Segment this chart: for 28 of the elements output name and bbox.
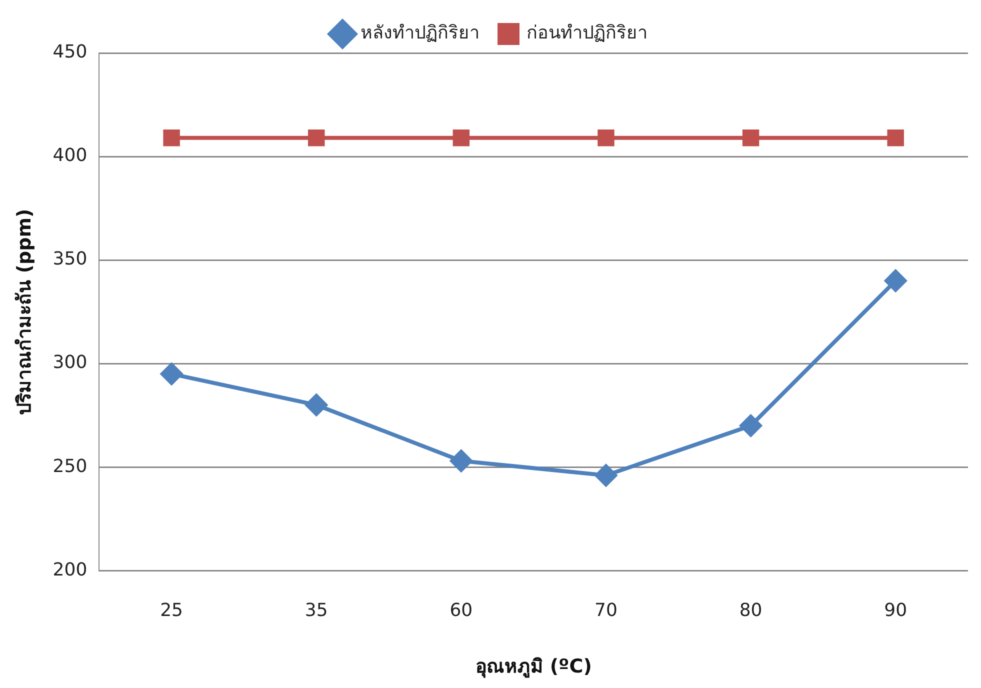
point [884, 270, 907, 292]
point [594, 464, 617, 486]
legend-label: ก่อนทำปฏิกิริยา [526, 22, 648, 44]
point [598, 130, 614, 146]
y-tick-label: 300 [52, 352, 88, 374]
y-tick-label: 400 [52, 145, 88, 166]
x-tick-label: 80 [739, 600, 762, 622]
y-axis-title: ปริมาณกำมะถัน (ppm) [13, 208, 36, 415]
point [308, 130, 325, 146]
y-tick-label: 250 [52, 456, 88, 477]
y-tick-label: 350 [52, 248, 88, 270]
legend-label: หลังทำปฏิกิริยา [360, 22, 480, 44]
point [452, 130, 470, 146]
point [740, 414, 762, 437]
point [305, 394, 328, 416]
point [742, 130, 760, 146]
x-axis-title: อุณหภูมิ (ºC) [475, 656, 592, 679]
point [160, 362, 183, 385]
point [887, 130, 904, 146]
y-tick-label: 200 [52, 559, 88, 580]
x-tick-label: 60 [450, 600, 473, 622]
x-tick-label: 70 [594, 600, 618, 622]
point [163, 130, 180, 146]
x-tick-label: 35 [304, 600, 328, 622]
y-tick-label: 450 [52, 42, 88, 63]
x-tick-label: 25 [160, 600, 184, 622]
point [450, 450, 472, 472]
x-tick-label: 90 [884, 600, 908, 622]
